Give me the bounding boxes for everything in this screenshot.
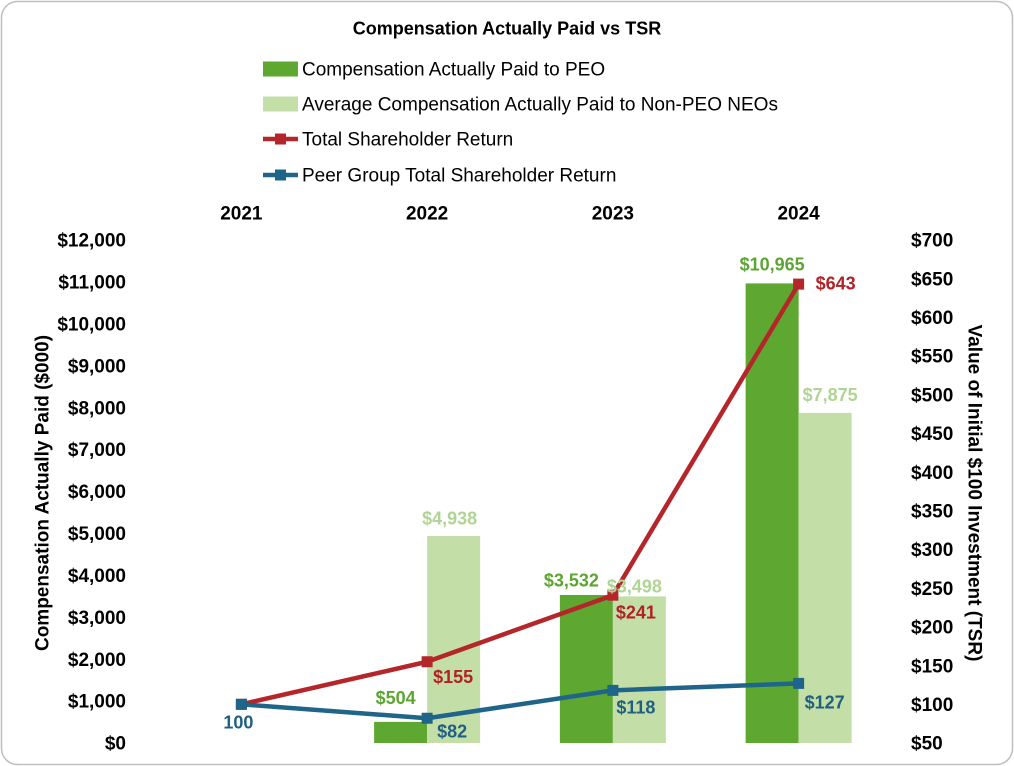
data-label-tsr-2023: $241	[616, 602, 656, 622]
line-tsr	[239, 281, 801, 707]
left-y-tick-label: $5,000	[68, 524, 126, 545]
line-peer-tsr	[239, 681, 801, 721]
data-label-peer-tsr-2022: $82	[437, 722, 467, 742]
marker-peer-tsr-2022	[421, 712, 433, 724]
right-y-tick-label: $350	[911, 501, 953, 522]
right-y-tick-label: $250	[911, 579, 953, 600]
right-y-axis-ticks: $50 $100 $150 $200 $250 $300 $350 $400 $450 $500 $…	[911, 231, 953, 755]
x-category-label-2022: 2022	[406, 204, 448, 225]
bar-peo-cap-2023	[559, 594, 613, 743]
right-y-tick-label: $50	[911, 734, 943, 755]
marker-peer-tsr-2024	[793, 677, 805, 689]
left-y-tick-label: $2,000	[68, 650, 126, 671]
x-category-label-2021: 2021	[220, 204, 263, 225]
marker-peer-tsr-2023	[607, 684, 619, 696]
data-label-neo-avg-cap-2022: $4,938	[422, 508, 477, 528]
left-y-axis-ticks: $0 $1,000 $2,000 $3,000 $4,000 $5,000 $6,000 $7…	[57, 231, 126, 755]
left-y-tick-label: $9,000	[68, 356, 126, 377]
left-y-tick-label: $8,000	[68, 398, 126, 419]
data-label-peer-tsr-2023: $118	[616, 698, 655, 718]
left-y-axis-title: Compensation Actually Paid ($000)	[33, 335, 54, 651]
legend-item-tsr: Total Shareholder Return	[263, 130, 513, 151]
x-axis-categories: 2021 2022 2023 2024	[220, 204, 820, 225]
left-y-tick-label: $1,000	[68, 692, 126, 713]
bar-neo-avg-cap-2023	[612, 596, 666, 743]
right-y-axis-title: Value of Initial $100 Investment (TSR)	[963, 325, 984, 662]
bar-neo-avg-cap-2024	[798, 412, 852, 743]
left-y-tick-label: $11,000	[58, 273, 126, 294]
marker-tsr-2024	[793, 278, 805, 290]
left-y-tick-label: $12,000	[57, 231, 126, 252]
bar-peo-cap-2022	[374, 721, 428, 743]
right-y-tick-label: $600	[911, 308, 953, 329]
line-series	[235, 278, 805, 724]
x-category-label-2024: 2024	[777, 204, 820, 225]
data-label-peo-cap-2022: $504	[376, 688, 416, 708]
marker-peer-tsr-2021	[235, 698, 247, 710]
left-y-tick-label: $3,000	[68, 608, 126, 629]
right-y-tick-label: $150	[911, 656, 953, 677]
legend-swatch-peo-cap	[263, 61, 298, 77]
marker-tsr-2022	[421, 656, 433, 668]
legend-label-neo-avg-cap: Average Compensation Actually Paid to No…	[302, 95, 778, 116]
data-label-peer-tsr-2021: 100	[223, 713, 253, 733]
right-y-tick-label: $650	[911, 269, 953, 290]
data-label-peer-tsr-2024: $127	[805, 693, 845, 713]
left-y-tick-label: $10,000	[57, 314, 126, 335]
right-y-tick-label: $550	[911, 347, 953, 368]
legend-item-peo-cap: Compensation Actually Paid to PEO	[263, 60, 605, 81]
data-label-tsr-2024: $643	[816, 273, 856, 293]
chart-title: Compensation Actually Paid vs TSR	[353, 18, 661, 38]
legend-item-peer-tsr: Peer Group Total Shareholder Return	[263, 166, 616, 187]
legend-marker-tsr	[275, 133, 286, 145]
data-labels: $504 $3,532 $10,965 $4,938 $3,498 $7,875 $155 $…	[223, 255, 857, 742]
right-y-tick-label: $100	[911, 695, 953, 716]
left-y-tick-label: $6,000	[68, 482, 126, 503]
bar-series	[374, 283, 852, 743]
x-category-label-2023: 2023	[592, 204, 634, 225]
bar-neo-avg-cap-2022	[427, 536, 481, 743]
marker-tsr-2023	[607, 589, 619, 601]
legend: Compensation Actually Paid to PEO Average…	[263, 60, 778, 187]
left-y-tick-label: $7,000	[68, 440, 126, 461]
legend-label-peo-cap: Compensation Actually Paid to PEO	[302, 60, 605, 81]
data-label-tsr-2022: $155	[433, 667, 473, 687]
legend-swatch-neo-avg-cap	[263, 96, 298, 112]
data-label-peo-cap-2024: $10,965	[740, 255, 805, 275]
legend-marker-peer-tsr	[275, 169, 286, 181]
right-y-tick-label: $400	[911, 463, 953, 484]
legend-label-peer-tsr: Peer Group Total Shareholder Return	[302, 166, 616, 187]
bar-peo-cap-2024	[745, 283, 799, 743]
right-y-tick-label: $450	[911, 424, 953, 445]
right-y-tick-label: $200	[911, 618, 953, 639]
right-y-tick-label: $700	[911, 231, 953, 252]
legend-label-tsr: Total Shareholder Return	[302, 130, 513, 151]
legend-item-neo-avg-cap: Average Compensation Actually Paid to No…	[263, 95, 778, 116]
data-label-neo-avg-cap-2024: $7,875	[803, 385, 858, 405]
left-y-tick-label: $0	[105, 734, 126, 755]
data-label-peo-cap-2023: $3,532	[544, 570, 599, 590]
right-y-tick-label: $500	[911, 385, 953, 406]
right-y-tick-label: $300	[911, 540, 953, 561]
data-label-neo-avg-cap-2023: $3,498	[607, 577, 662, 597]
left-y-tick-label: $4,000	[68, 566, 126, 587]
